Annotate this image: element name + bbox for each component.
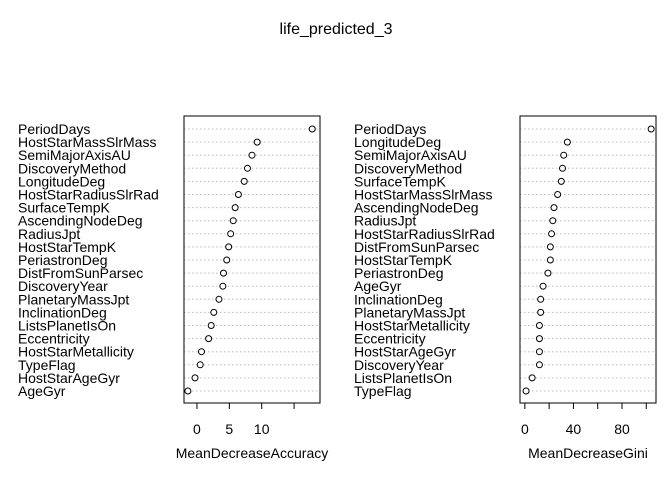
category-label: PlanetaryMassJpt [354, 304, 465, 320]
data-point [537, 295, 545, 303]
category-label: Eccentricity [354, 331, 426, 347]
category-label: HostStarMassSlrMass [18, 134, 156, 150]
data-point [546, 243, 554, 251]
data-point [229, 217, 237, 225]
data-point [210, 308, 218, 316]
category-label: SurfaceTempK [354, 173, 446, 189]
category-label: SemiMajorAxisAU [354, 147, 467, 163]
data-point [231, 204, 239, 212]
category-label: PeriastronDeg [354, 265, 444, 281]
category-label: ListsPlanetIsOn [18, 318, 116, 334]
chart-panel-2: PeriodDaysLongitudeDegSemiMajorAxisAUDis… [354, 115, 657, 461]
data-point [539, 282, 547, 290]
data-point [647, 125, 655, 133]
data-point [205, 335, 213, 343]
data-point [535, 322, 543, 329]
category-label: LongitudeDeg [18, 173, 105, 189]
data-point [549, 217, 557, 225]
x-axis-label: MeanDecreaseGini [528, 445, 648, 461]
x-tick-label: 0 [521, 421, 529, 437]
plot-frame [183, 115, 321, 404]
data-point [537, 308, 545, 316]
data-point [554, 191, 562, 198]
data-point [544, 269, 552, 277]
data-point [240, 177, 248, 185]
data-point [220, 269, 228, 277]
data-point [528, 374, 536, 382]
x-tick-label: 40 [566, 421, 582, 437]
x-tick-label: 5 [225, 421, 233, 437]
chart-panel-1: PeriodDaysHostStarMassSlrMassSemiMajorAx… [18, 115, 329, 461]
data-point [550, 204, 558, 212]
category-label: TypeFlag [354, 383, 412, 399]
category-label: InclinationDeg [18, 304, 107, 320]
data-point [253, 138, 261, 146]
category-label: InclinationDeg [354, 291, 443, 307]
data-point [234, 191, 242, 198]
category-label: DiscoveryMethod [354, 160, 462, 176]
x-tick-label: 0 [193, 421, 201, 437]
data-point [560, 151, 568, 159]
category-label: DistFromSunParsec [18, 265, 143, 281]
x-tick-label: 80 [614, 421, 630, 437]
category-label: PeriastronDeg [18, 252, 108, 268]
data-point [559, 164, 566, 172]
data-point [196, 361, 204, 369]
category-label: RadiusJpt [18, 226, 80, 242]
data-point [535, 348, 543, 356]
data-point [227, 230, 235, 238]
category-label: PeriodDays [18, 121, 90, 137]
data-point [197, 348, 205, 356]
data-point [535, 335, 543, 343]
category-label: RadiusJpt [354, 213, 416, 229]
data-point [548, 230, 556, 238]
category-label: AgeGyr [18, 383, 66, 399]
category-label: DiscoveryYear [354, 357, 444, 373]
category-label: HostStarAgeGyr [354, 344, 456, 360]
category-label: SemiMajorAxisAU [18, 147, 131, 163]
category-label: DiscoveryMethod [18, 160, 126, 176]
category-label: HostStarMetallicity [354, 318, 470, 334]
category-label: DistFromSunParsec [354, 239, 479, 255]
category-label: HostStarAgeGyr [18, 370, 120, 386]
category-label: HostStarMetallicity [18, 344, 134, 360]
x-axis-label: MeanDecreaseAccuracy [176, 445, 329, 461]
category-label: AscendingNodeDeg [354, 200, 479, 216]
category-label: AgeGyr [354, 278, 402, 294]
data-point [184, 387, 192, 395]
data-point [308, 125, 316, 133]
category-label: HostStarTempK [18, 239, 117, 255]
category-label: ListsPlanetIsOn [354, 370, 452, 386]
category-label: HostStarTempK [354, 252, 453, 268]
category-label: HostStarRadiusSlrRad [18, 187, 159, 203]
category-label: TypeFlag [18, 357, 76, 373]
category-label: PlanetaryMassJpt [18, 291, 129, 307]
category-label: LongitudeDeg [354, 134, 441, 150]
data-point [243, 164, 251, 172]
category-label: AscendingNodeDeg [18, 213, 143, 229]
data-point [225, 243, 233, 251]
chart-title: life_predicted_3 [280, 21, 393, 38]
category-label: Eccentricity [18, 331, 90, 347]
x-tick-label: 10 [254, 421, 270, 437]
data-point [535, 361, 543, 369]
data-point [248, 151, 256, 159]
data-point [191, 374, 199, 382]
category-label: SurfaceTempK [18, 200, 110, 216]
data-point [215, 295, 223, 303]
data-point [223, 256, 231, 264]
plot-frame [519, 115, 657, 404]
category-label: HostStarRadiusSlrRad [354, 226, 495, 242]
data-point [557, 177, 565, 185]
data-point [563, 138, 571, 146]
category-label: DiscoveryYear [18, 278, 108, 294]
category-label: HostStarMassSlrMass [354, 187, 492, 203]
data-point [522, 387, 530, 395]
data-point [546, 256, 554, 264]
data-point [207, 322, 215, 329]
data-point [219, 282, 227, 290]
category-label: PeriodDays [354, 121, 426, 137]
